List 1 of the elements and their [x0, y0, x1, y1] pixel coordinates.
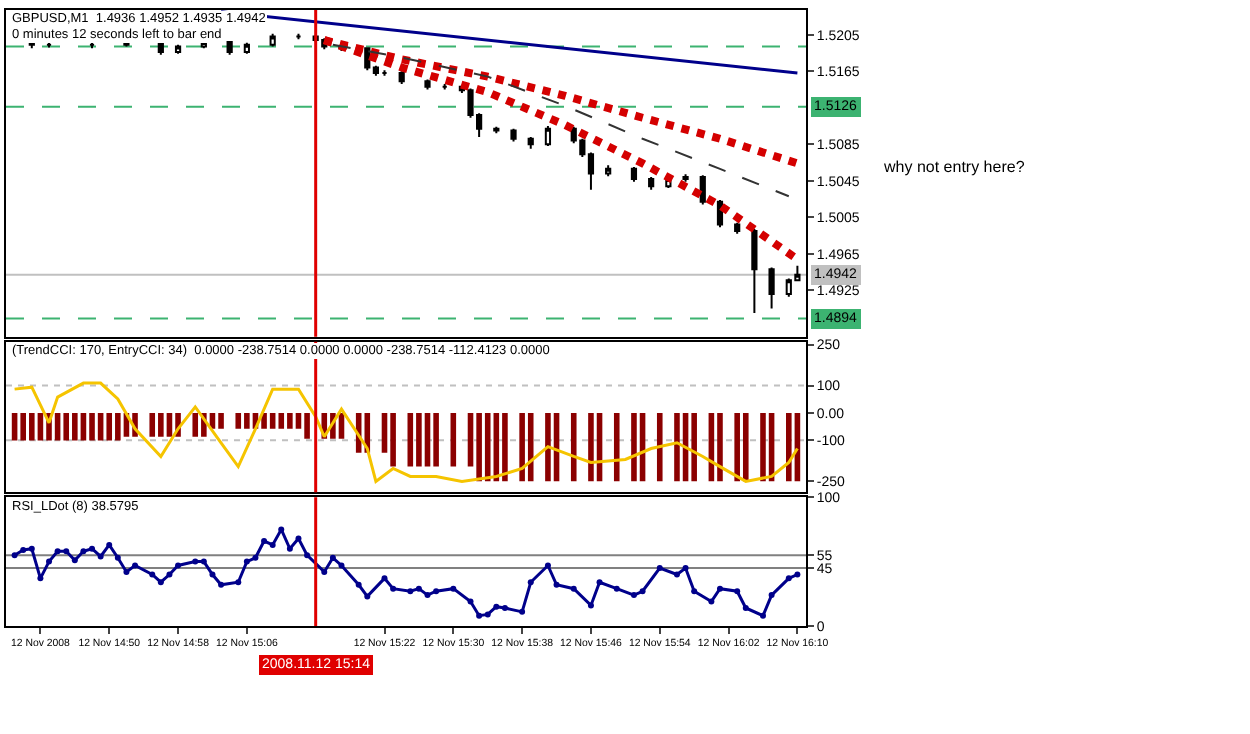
text: why not entry here? [882, 158, 1026, 176]
